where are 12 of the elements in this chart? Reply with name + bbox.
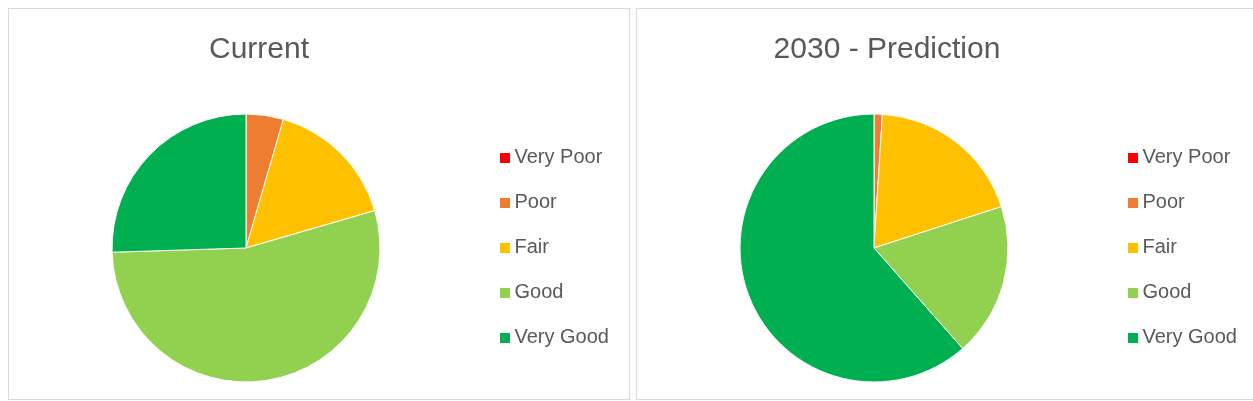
legend-label: Very Good: [1142, 325, 1237, 347]
legend-label: Very Poor: [1142, 145, 1231, 167]
legend-label: Very Good: [514, 325, 609, 347]
legend-label: Poor: [514, 190, 557, 212]
legend-label: Good: [514, 280, 564, 302]
legend-label: Poor: [1142, 190, 1185, 212]
chart-title: 2030 - Prediction: [772, 31, 1002, 65]
legend-label: Good: [1142, 280, 1192, 302]
legend-label: Fair: [514, 235, 549, 257]
legend-label: Fair: [1142, 235, 1177, 257]
chart-title: Current: [207, 31, 310, 65]
legend-label: Very Poor: [514, 145, 603, 167]
